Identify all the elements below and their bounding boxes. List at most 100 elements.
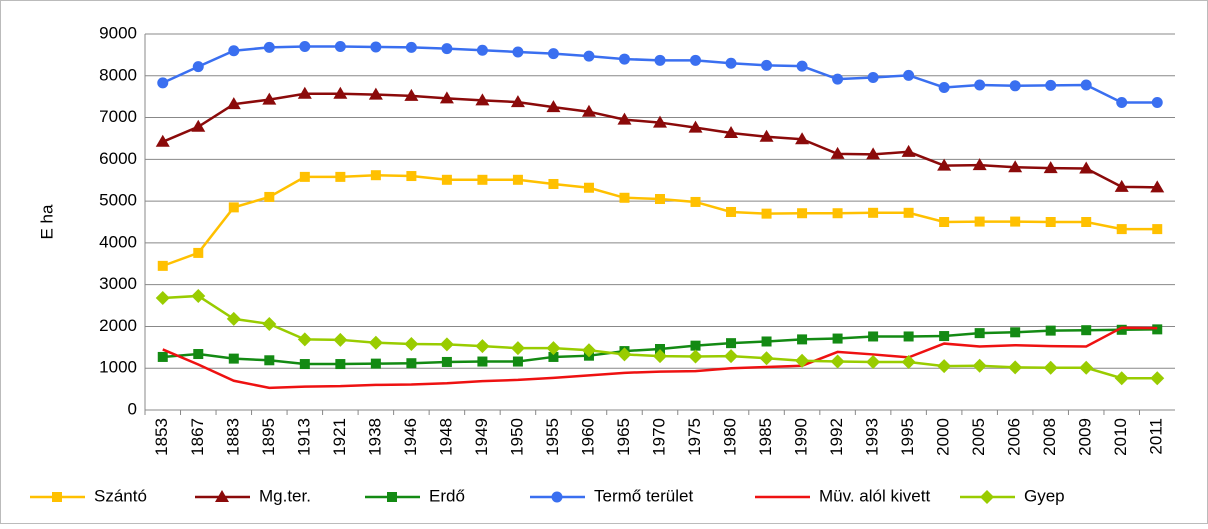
point: [297, 332, 312, 347]
x-tick-label: 1993: [863, 418, 882, 456]
legend-label: Gyep: [1024, 486, 1065, 505]
point: [441, 43, 453, 55]
point: [228, 202, 239, 213]
point: [939, 331, 950, 342]
point: [725, 57, 737, 69]
point: [726, 338, 737, 349]
y-tick-label: 9000: [99, 23, 137, 42]
point: [797, 208, 808, 219]
point: [690, 54, 702, 66]
y-tick-label: 7000: [99, 107, 137, 126]
point: [653, 115, 667, 128]
point: [439, 91, 454, 104]
point: [333, 86, 348, 99]
point: [297, 86, 312, 99]
point: [228, 353, 239, 364]
y-tick-label: 1000: [99, 358, 137, 377]
x-tick-label: 1985: [756, 418, 775, 456]
point: [972, 358, 987, 373]
point: [1152, 324, 1163, 335]
x-tick-label: 1960: [578, 418, 597, 456]
x-tick-label: 1946: [401, 418, 420, 456]
point: [262, 316, 277, 331]
point: [690, 340, 701, 351]
point: [688, 120, 703, 133]
point: [655, 344, 665, 355]
legend-label: Müv. alól kivett: [819, 486, 930, 505]
point: [795, 353, 810, 368]
y-tick-label: 6000: [99, 149, 137, 168]
point: [512, 356, 523, 367]
point: [406, 171, 417, 182]
point: [1043, 360, 1058, 375]
point: [1045, 79, 1057, 91]
point: [368, 335, 383, 350]
point: [619, 192, 630, 203]
point: [759, 351, 774, 366]
x-tick-label: 2009: [1076, 418, 1095, 456]
y-tick-label: 5000: [99, 191, 137, 210]
x-tick-label: 1867: [188, 418, 207, 456]
x-tick-label: 1970: [649, 418, 668, 456]
point: [974, 328, 985, 339]
point: [1114, 371, 1129, 386]
point: [901, 144, 916, 157]
point: [157, 260, 168, 271]
point: [654, 54, 666, 66]
legend-marker: [980, 490, 994, 504]
x-tick-label: 1948: [436, 418, 455, 456]
point: [1116, 97, 1128, 109]
x-tick-label: 2000: [934, 418, 953, 456]
point: [1010, 327, 1021, 338]
point: [618, 53, 630, 65]
x-tick-label: 1975: [685, 418, 704, 456]
point: [335, 359, 346, 370]
y-axis-label: E ha: [37, 204, 56, 240]
point: [974, 79, 986, 91]
point: [903, 331, 914, 342]
legend-marker: [52, 492, 62, 502]
point: [832, 73, 844, 85]
point: [1150, 371, 1165, 386]
legend-label: Erdő: [429, 486, 465, 505]
x-tick-label: 1895: [259, 418, 278, 456]
point: [1081, 217, 1092, 227]
x-tick-label: 2010: [1111, 418, 1130, 456]
point: [404, 336, 419, 351]
x-tick-label: 1990: [792, 418, 811, 456]
x-tick-label: 2005: [969, 418, 988, 456]
point: [510, 95, 525, 108]
x-tick-label: 2008: [1040, 418, 1059, 456]
x-tick-label: 1913: [294, 418, 313, 456]
point: [830, 146, 845, 159]
point: [1079, 161, 1094, 174]
x-tick-label: 1883: [223, 418, 242, 456]
point: [901, 354, 916, 369]
y-tick-label: 4000: [99, 232, 137, 251]
point: [1116, 224, 1127, 235]
series-line: [162, 326, 1158, 390]
point: [512, 46, 524, 58]
point: [226, 311, 241, 326]
x-tick-label: 1992: [827, 418, 846, 456]
x-tick-label: 1938: [365, 418, 384, 456]
x-tick-label: 1853: [152, 418, 171, 456]
point: [617, 347, 632, 362]
point: [193, 247, 204, 258]
point: [937, 359, 952, 374]
point: [262, 92, 277, 105]
point: [546, 341, 561, 356]
point: [690, 196, 701, 207]
point: [441, 174, 452, 185]
point: [155, 291, 170, 306]
point: [867, 71, 879, 83]
x-tick-label: 1980: [721, 418, 740, 456]
point: [406, 358, 417, 369]
point: [1045, 217, 1056, 227]
point: [335, 171, 346, 182]
x-tick-label: 1921: [330, 418, 349, 456]
point: [299, 41, 311, 53]
point: [370, 41, 382, 53]
